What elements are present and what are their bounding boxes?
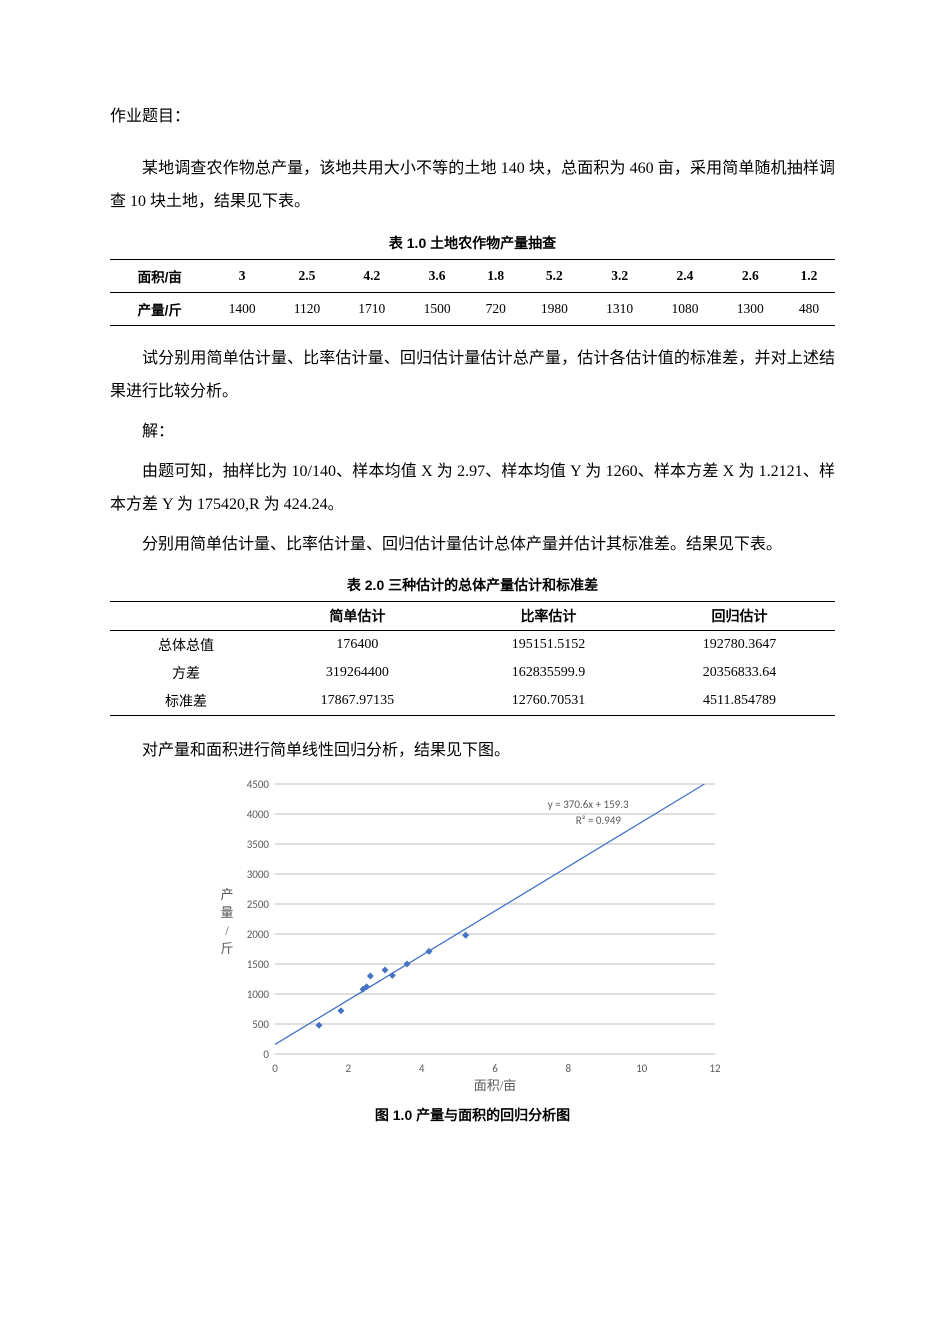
table2-header-row: 简单估计 比率估计 回归估计: [110, 602, 835, 631]
table1-area-cell: 3.2: [587, 259, 652, 292]
svg-text:y = 370.6x + 159.3: y = 370.6x + 159.3: [547, 798, 628, 811]
table1: 面积/亩 3 2.5 4.2 3.6 1.8 5.2 3.2 2.4 2.6 1…: [110, 259, 835, 326]
svg-text:4: 4: [418, 1062, 424, 1075]
svg-text:4500: 4500: [246, 778, 269, 791]
table2-cell: 12760.70531: [453, 687, 644, 716]
table1-area-cell: 2.6: [718, 259, 783, 292]
table1-yield-cell: 1080: [652, 292, 717, 325]
svg-text:6: 6: [492, 1062, 498, 1075]
table1-area-cell: 4.2: [339, 259, 404, 292]
table2-col1: 简单估计: [262, 602, 453, 631]
svg-text:/: /: [225, 923, 229, 938]
page: 作业题目： 某地调查农作物总产量，该地共用大小不等的土地 140 块，总面积为 …: [0, 0, 945, 1337]
table2-cell: 17867.97135: [262, 687, 453, 716]
table1-yield-cell: 1980: [522, 292, 587, 325]
intro-paragraph: 某地调查农作物总产量，该地共用大小不等的土地 140 块，总面积为 460 亩，…: [110, 152, 835, 219]
svg-text:3000: 3000: [246, 868, 269, 881]
regression-chart: 0 500 1000 1500 2000 2500 3000 3500 4000 4500 0 2 4 6…: [213, 774, 733, 1099]
table2-cell: 162835599.9: [453, 659, 644, 687]
table2-row: 方差 319264400 162835599.9 20356833.64: [110, 659, 835, 687]
table2: 简单估计 比率估计 回归估计 总体总值 176400 195151.5152 1…: [110, 601, 835, 716]
svg-text:10: 10: [636, 1062, 648, 1075]
table1-area-cell: 3: [209, 259, 274, 292]
table1-yield-cell: 720: [470, 292, 522, 325]
table2-rowname: 标准差: [110, 687, 262, 716]
table2-cell: 195151.5152: [453, 631, 644, 660]
svg-text:2: 2: [345, 1062, 351, 1075]
table2-caption: 表 2.0 三种估计的总体产量估计和标准差: [110, 575, 835, 595]
table2-cell: 176400: [262, 631, 453, 660]
table1-row1-label: 面积/亩: [110, 259, 209, 292]
table2-cell: 319264400: [262, 659, 453, 687]
given-paragraph: 由题可知，抽样比为 10/140、样本均值 X 为 2.97、样本均值 Y 为 …: [110, 455, 835, 522]
svg-text:12: 12: [709, 1062, 721, 1075]
table1-yield-cell: 1120: [275, 292, 339, 325]
table1-area-cell: 5.2: [522, 259, 587, 292]
table2-row: 总体总值 176400 195151.5152 192780.3647: [110, 631, 835, 660]
table2-cell: 4511.854789: [644, 687, 835, 716]
table2-row: 标准差 17867.97135 12760.70531 4511.854789: [110, 687, 835, 716]
table2-col3: 回归估计: [644, 602, 835, 631]
svg-text:1000: 1000: [246, 988, 269, 1001]
svg-text:0: 0: [263, 1048, 269, 1061]
table2-col0: [110, 602, 262, 631]
figure-caption: 图 1.0 产量与面积的回归分析图: [110, 1105, 835, 1125]
task-paragraph: 试分别用简单估计量、比率估计量、回归估计量估计总产量，估计各估计值的标准差，并对…: [110, 342, 835, 409]
table2-rowname: 总体总值: [110, 631, 262, 660]
table2-cell: 20356833.64: [644, 659, 835, 687]
regression-chart-svg: 0 500 1000 1500 2000 2500 3000 3500 4000 4500 0 2 4 6…: [213, 774, 729, 1094]
table2-cell: 192780.3647: [644, 631, 835, 660]
table1-area-cell: 1.2: [783, 259, 835, 292]
table1-area-cell: 2.5: [275, 259, 339, 292]
table2-rowname: 方差: [110, 659, 262, 687]
regression-intro: 对产量和面积进行简单线性回归分析，结果见下图。: [110, 734, 835, 768]
table1-row-area: 面积/亩 3 2.5 4.2 3.6 1.8 5.2 3.2 2.4 2.6 1…: [110, 259, 835, 292]
svg-text:0: 0: [272, 1062, 278, 1075]
table2-col2: 比率估计: [453, 602, 644, 631]
table1-yield-cell: 1500: [404, 292, 469, 325]
table1-yield-cell: 1310: [587, 292, 652, 325]
table1-area-cell: 3.6: [404, 259, 469, 292]
table1-yield-cell: 1710: [339, 292, 404, 325]
svg-text:4000: 4000: [246, 808, 269, 821]
apply-paragraph: 分别用简单估计量、比率估计量、回归估计量估计总体产量并估计其标准差。结果见下表。: [110, 528, 835, 562]
svg-text:3500: 3500: [246, 838, 269, 851]
svg-text:R² = 0.949: R² = 0.949: [575, 814, 621, 827]
svg-text:500: 500: [252, 1018, 269, 1031]
svg-text:产: 产: [220, 887, 233, 902]
table1-row-yield: 产量/斤 1400 1120 1710 1500 720 1980 1310 1…: [110, 292, 835, 325]
svg-text:面积/亩: 面积/亩: [473, 1078, 516, 1093]
heading: 作业题目：: [110, 100, 835, 134]
table1-yield-cell: 480: [783, 292, 835, 325]
table1-area-cell: 1.8: [470, 259, 522, 292]
svg-text:8: 8: [565, 1062, 571, 1075]
table1-row2-label: 产量/斤: [110, 292, 209, 325]
table1-caption: 表 1.0 土地农作物产量抽查: [110, 233, 835, 253]
table1-yield-cell: 1300: [718, 292, 783, 325]
svg-text:量: 量: [220, 905, 233, 920]
svg-text:斤: 斤: [220, 941, 233, 956]
table1-yield-cell: 1400: [209, 292, 274, 325]
svg-text:2500: 2500: [246, 898, 269, 911]
svg-text:1500: 1500: [246, 958, 269, 971]
table1-area-cell: 2.4: [652, 259, 717, 292]
solve-label: 解：: [110, 415, 835, 449]
svg-text:2000: 2000: [246, 928, 269, 941]
